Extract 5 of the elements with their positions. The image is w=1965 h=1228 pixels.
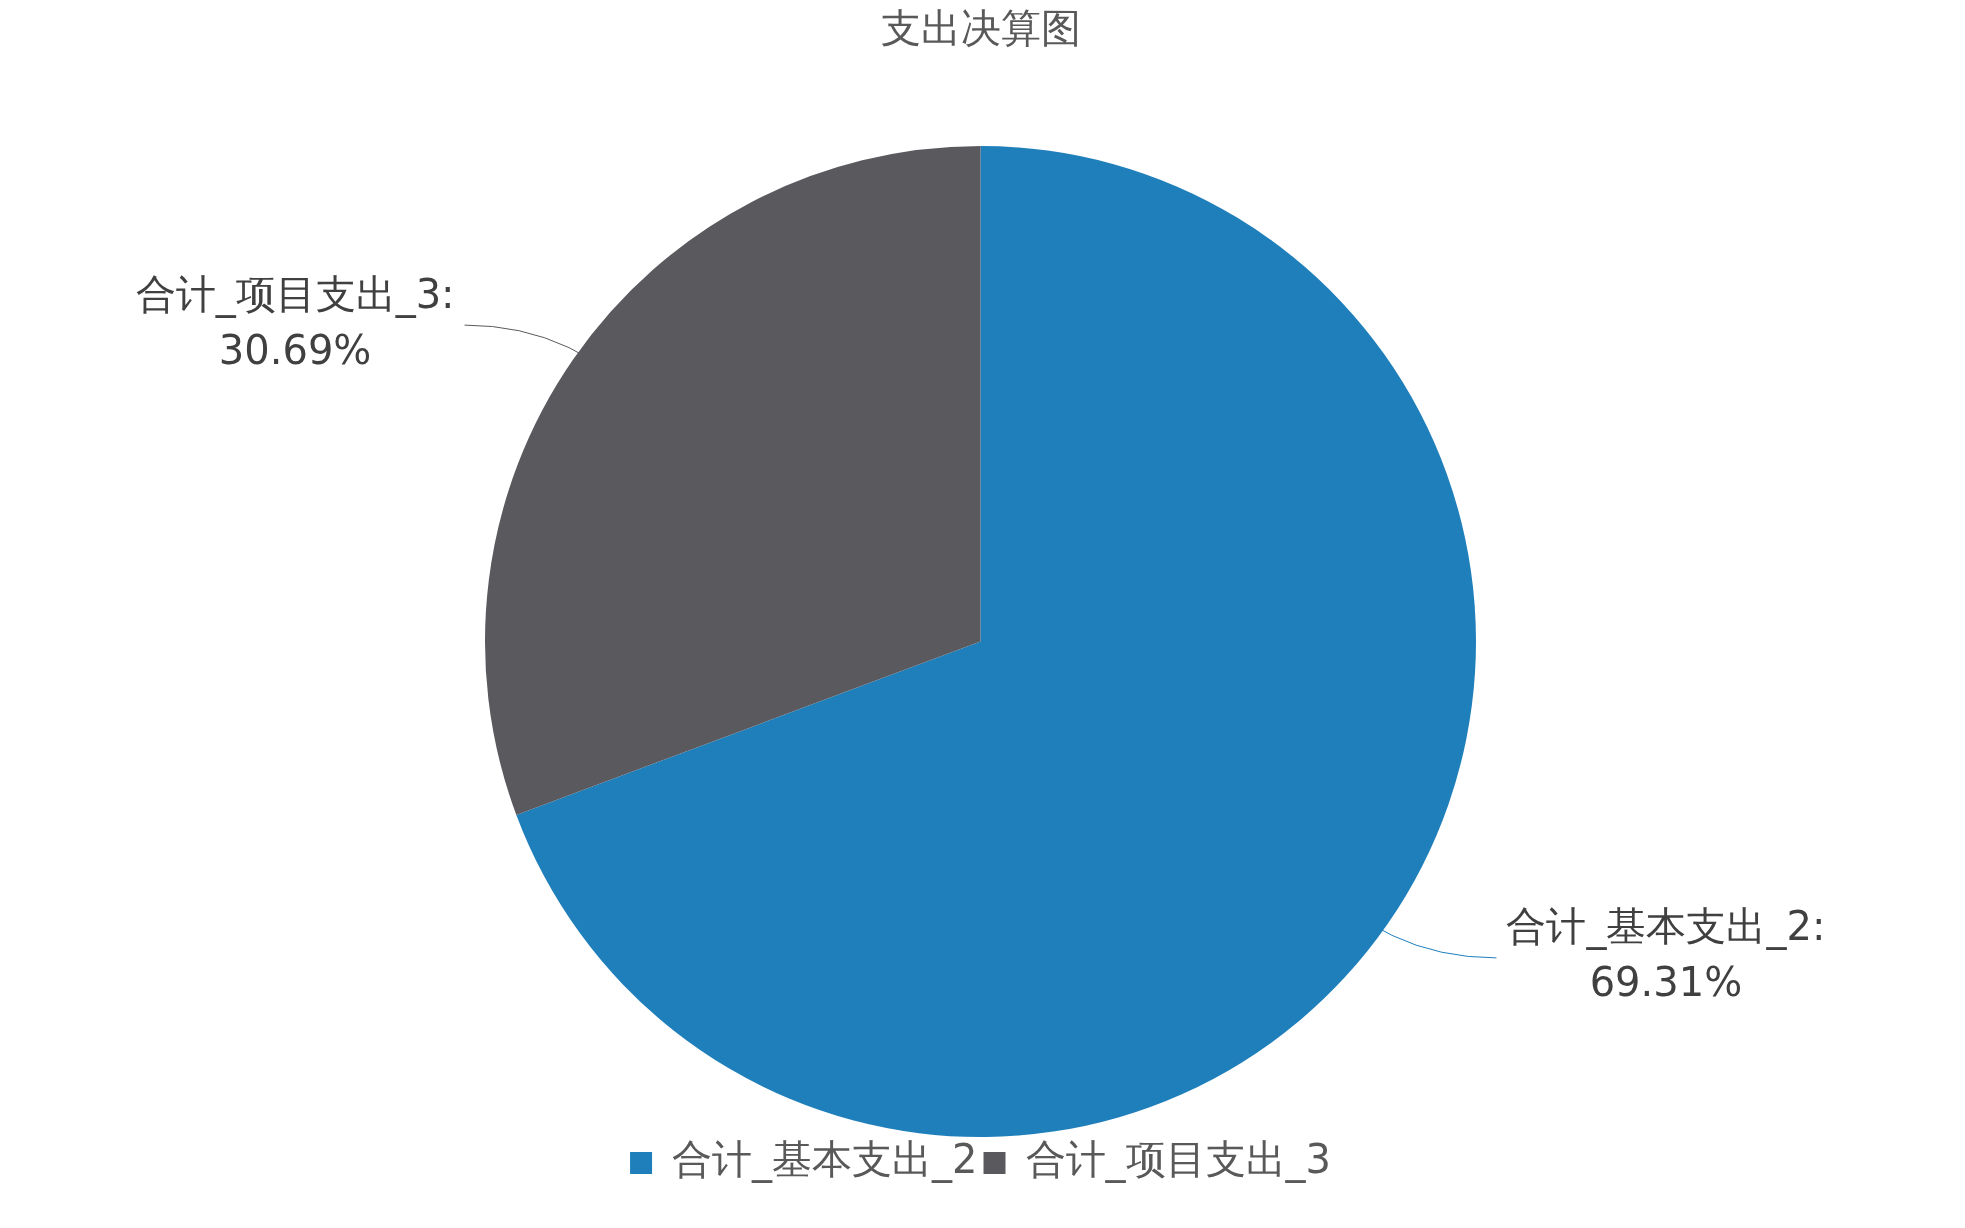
- data-label: 合计_基本支出_2: 69.31%: [1506, 903, 1826, 1006]
- legend-label: 合计_基本支出_2: [672, 1136, 978, 1184]
- data-label: 合计_项目支出_3: 30.69%: [135, 270, 455, 373]
- legend-label: 合计_项目支出_3: [1025, 1136, 1331, 1184]
- chart-title: 支出决算图: [880, 5, 1081, 52]
